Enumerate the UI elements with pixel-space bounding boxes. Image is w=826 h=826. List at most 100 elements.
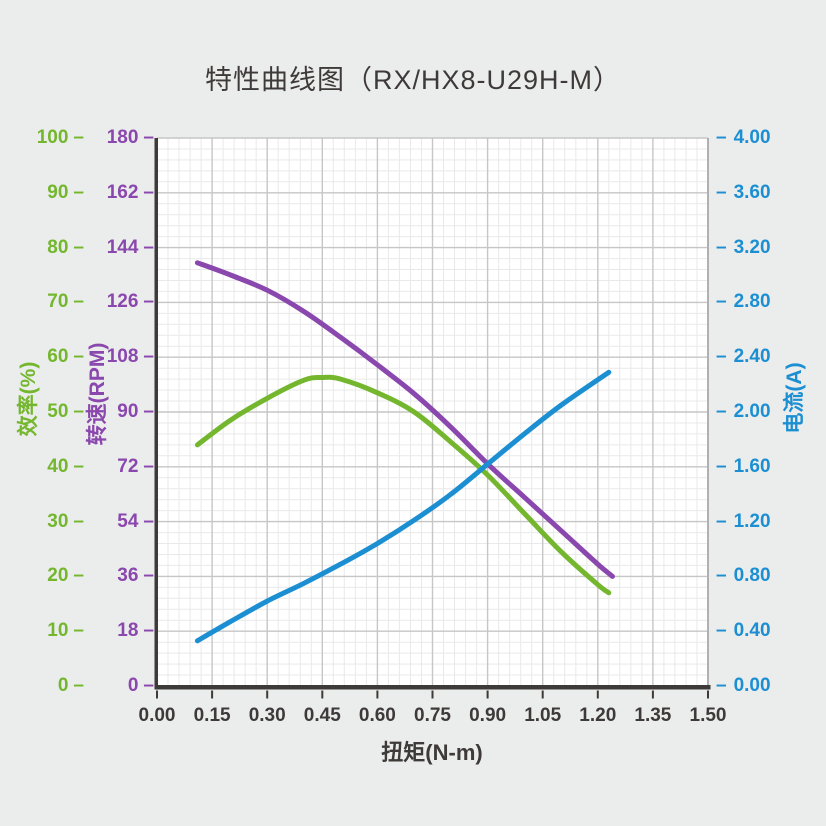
y-tick-efficiency-90: 90– <box>47 180 84 206</box>
tick-dash: – <box>73 236 84 258</box>
x-tick-1.35: 1.35 <box>634 705 672 726</box>
y-tick-efficiency-20: 20– <box>47 563 84 589</box>
tick-dash: – <box>73 565 84 587</box>
x-tick-0.45: 0.45 <box>303 705 341 726</box>
y-tick-value: 1.60 <box>733 455 771 477</box>
y-tick-value: 180 <box>106 127 139 148</box>
tick-dash: – <box>143 291 154 313</box>
y-tick-speed-90: 90– <box>117 399 154 425</box>
tick-dash: – <box>73 346 84 368</box>
y-tick-efficiency-0: 0– <box>58 673 84 699</box>
tick-dash: – <box>143 565 154 587</box>
tick-dash: – <box>73 620 84 642</box>
tick-dash: – <box>143 620 154 642</box>
x-tick-1.20: 1.20 <box>579 705 617 726</box>
y-tick-value: 0 <box>57 675 69 696</box>
x-tick-0.90: 0.90 <box>469 705 507 726</box>
y-tick-current-3.60: –3.60 <box>716 180 771 206</box>
tick-dash: – <box>716 236 727 258</box>
x-tick-0.30: 0.30 <box>248 705 286 726</box>
tick-dash: – <box>143 675 154 696</box>
y-tick-speed-0: 0– <box>128 673 154 699</box>
y-tick-speed-162: 162– <box>107 180 154 206</box>
y-tick-efficiency-80: 80– <box>47 235 84 261</box>
tick-dash: – <box>716 401 727 422</box>
y-tick-value: 60 <box>47 346 69 368</box>
tick-dash: – <box>73 291 84 313</box>
tick-dash: – <box>716 127 727 148</box>
y-tick-current-0.00: –0.00 <box>716 673 771 699</box>
y-tick-efficiency-40: 40– <box>47 454 84 480</box>
tick-dash: – <box>143 236 154 258</box>
x-tick-1.05: 1.05 <box>524 705 562 726</box>
y-tick-current-4.00: –4.00 <box>716 125 771 151</box>
y-tick-current-2.00: –2.00 <box>716 399 771 425</box>
y-tick-current-2.80: –2.80 <box>716 289 771 315</box>
y-tick-value: 1.20 <box>733 510 771 532</box>
y-tick-value: 18 <box>117 620 139 642</box>
tick-dash: – <box>73 675 84 696</box>
gridlines-major <box>156 137 709 687</box>
y-tick-value: 90 <box>47 181 69 203</box>
y-tick-value: 4.00 <box>733 127 771 148</box>
y-tick-current-1.20: –1.20 <box>716 509 771 535</box>
tick-dash: – <box>716 675 727 696</box>
y-tick-value: 40 <box>47 455 69 477</box>
y-tick-value: 162 <box>106 181 139 203</box>
x-axis-title: 扭矩(N-m) <box>381 740 483 765</box>
tick-dash: – <box>73 510 84 532</box>
y-axis-title-current: 电流(A) <box>783 362 806 434</box>
left-spine <box>154 138 158 689</box>
tick-dash: – <box>716 181 727 203</box>
x-tick-1.50: 1.50 <box>689 705 727 726</box>
x-tick-0.15: 0.15 <box>193 705 231 726</box>
y-tick-efficiency-30: 30– <box>47 509 84 535</box>
y-tick-speed-72: 72– <box>117 454 154 480</box>
y-tick-value: 144 <box>106 236 139 258</box>
y-tick-efficiency-70: 70– <box>47 289 84 315</box>
tick-dash: – <box>73 455 84 477</box>
y-tick-current-1.60: –1.60 <box>716 454 771 480</box>
y-tick-value: 90 <box>117 401 139 422</box>
tick-dash: – <box>716 455 727 477</box>
y-tick-speed-36: 36– <box>117 563 154 589</box>
y-tick-value: 0.40 <box>733 620 771 642</box>
y-tick-speed-108: 108– <box>107 344 154 370</box>
y-axis-title-efficiency: 效率(%) <box>17 361 40 437</box>
chart-title: 特性曲线图（RX/HX8-U29H-M） <box>204 65 622 95</box>
y-tick-value: 100 <box>36 127 69 148</box>
tick-dash: – <box>143 510 154 532</box>
y-tick-current-0.80: –0.80 <box>716 563 771 589</box>
y-tick-value: 70 <box>47 291 69 313</box>
y-tick-current-3.20: –3.20 <box>716 235 771 261</box>
y-tick-value: 108 <box>106 346 139 368</box>
tick-dash: – <box>716 620 727 642</box>
tick-dash: – <box>73 401 84 422</box>
y-tick-value: 2.00 <box>733 401 771 422</box>
tick-dash: – <box>143 346 154 368</box>
x-tick-0.00: 0.00 <box>138 705 176 726</box>
tick-dash: – <box>143 401 154 422</box>
y-tick-value: 54 <box>117 510 139 532</box>
y-tick-value: 3.20 <box>733 236 771 258</box>
y-tick-value: 36 <box>117 565 139 587</box>
y-tick-value: 80 <box>47 236 69 258</box>
x-tick-marks <box>156 690 709 699</box>
tick-dash: – <box>143 181 154 203</box>
y-tick-value: 0.80 <box>733 565 771 587</box>
y-tick-current-0.40: –0.40 <box>716 618 771 644</box>
tick-dash: – <box>716 346 727 368</box>
y-tick-efficiency-10: 10– <box>47 618 84 644</box>
y-tick-value: 0 <box>127 675 139 696</box>
y-tick-speed-54: 54– <box>117 509 154 535</box>
tick-dash: – <box>143 127 154 148</box>
x-tick-0.75: 0.75 <box>414 705 451 726</box>
y-tick-speed-144: 144– <box>107 235 154 261</box>
y-tick-value: 3.60 <box>733 181 771 203</box>
tick-dash: – <box>143 455 154 477</box>
y-tick-efficiency-100: 100– <box>37 125 84 151</box>
series-curve-current <box>194 369 612 644</box>
y-tick-value: 0.00 <box>733 675 771 696</box>
